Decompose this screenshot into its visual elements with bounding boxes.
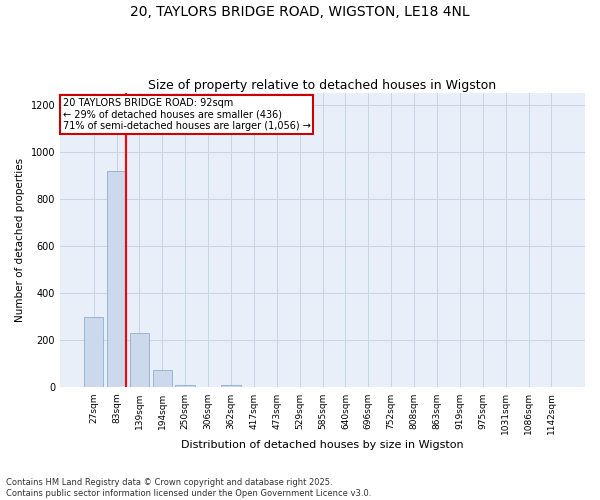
Bar <box>84 317 103 388</box>
Y-axis label: Number of detached properties: Number of detached properties <box>15 158 25 322</box>
X-axis label: Distribution of detached houses by size in Wigston: Distribution of detached houses by size … <box>181 440 464 450</box>
Text: 20, TAYLORS BRIDGE ROAD, WIGSTON, LE18 4NL: 20, TAYLORS BRIDGE ROAD, WIGSTON, LE18 4… <box>130 5 470 19</box>
Bar <box>152 370 172 388</box>
Text: Contains HM Land Registry data © Crown copyright and database right 2025.
Contai: Contains HM Land Registry data © Crown c… <box>6 478 371 498</box>
Title: Size of property relative to detached houses in Wigston: Size of property relative to detached ho… <box>148 79 497 92</box>
Text: 20 TAYLORS BRIDGE ROAD: 92sqm
← 29% of detached houses are smaller (436)
71% of : 20 TAYLORS BRIDGE ROAD: 92sqm ← 29% of d… <box>62 98 311 131</box>
Bar <box>130 334 149 388</box>
Bar <box>221 385 241 388</box>
Bar <box>175 385 195 388</box>
Bar <box>107 171 126 388</box>
